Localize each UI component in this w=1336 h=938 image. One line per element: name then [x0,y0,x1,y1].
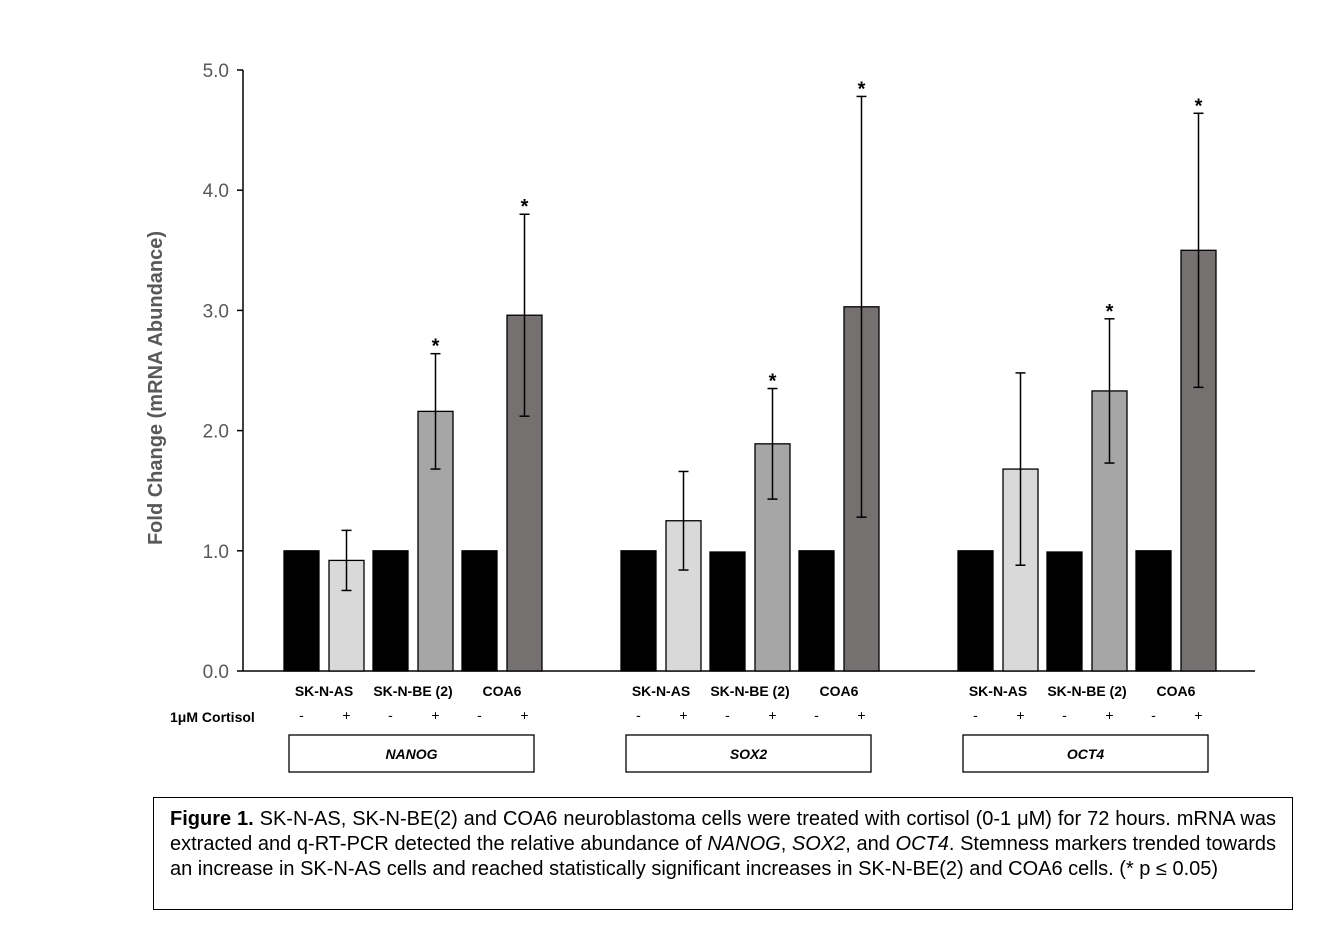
cortisol-sign-label: - [299,707,304,723]
significance-marker: * [858,78,866,100]
caption-gene-2: SOX2 [791,833,846,855]
treatment-label: 1μM Cortisol [170,709,255,725]
cortisol-sign-label: + [1105,707,1113,723]
cortisol-sign-label: + [1194,707,1202,723]
caption-gene-1: NANOG [707,833,781,855]
y-tick-label: 3.0 [203,301,229,322]
y-tick-label: 1.0 [203,542,229,563]
cortisol-sign-label: + [431,707,439,723]
y-tick-label: 5.0 [203,61,229,82]
cortisol-sign-label: + [768,707,776,723]
y-tick-label: 2.0 [203,422,229,443]
cortisol-sign-label: + [1016,707,1024,723]
caption-text-1: SK-N-AS, SK-N-BE(2) and COA6 neuroblasto… [170,808,1276,855]
caption-text-2: . Stemness markers trended towards an in… [170,833,1277,880]
gene-box-oct4 [962,734,1209,773]
significance-marker: * [432,336,440,358]
y-axis-label: Fold Change (mRNA Abundance) [145,231,167,545]
caption-sep-2: , and [845,833,896,855]
cortisol-sign-label: + [857,707,865,723]
bar-oct4-sk-n-as-control [957,550,994,672]
cell-line-label: SK-N-BE (2) [710,683,789,699]
bar-sox2-sk-n-be-2--control [709,551,746,672]
gene-box-sox2 [625,734,872,773]
gene-box-nanog [288,734,535,773]
significance-marker: * [1195,95,1203,117]
cortisol-sign-label: + [679,707,687,723]
bar-sox2-coa6-control [798,550,835,672]
cell-line-label: SK-N-AS [295,683,353,699]
bars [283,249,1217,672]
gene-label-oct4: OCT4 [1067,746,1105,762]
cortisol-sign-label: - [973,707,978,723]
figure-caption: Figure 1. SK-N-AS, SK-N-BE(2) and COA6 n… [153,797,1293,910]
bar-nanog-sk-n-be-2--control [372,550,409,672]
cell-line-label: COA6 [1157,683,1196,699]
cell-line-label: COA6 [820,683,859,699]
cortisol-sign-label: - [388,707,393,723]
y-tick-label: 0.0 [203,662,229,683]
cortisol-sign-label: - [636,707,641,723]
y-tick-label: 4.0 [203,181,229,202]
cortisol-sign-label: - [814,707,819,723]
axes: 0.0 1.0 2.0 3.0 4.0 5.0 Fold Change (mRNA Abun… [145,61,1255,683]
cortisol-sign-label: - [1151,707,1156,723]
gene-label-sox2: SOX2 [730,746,768,762]
gene-label-nanog: NANOG [385,746,437,762]
caption-sep-1: , [780,833,792,855]
cortisol-sign-label: - [1062,707,1067,723]
cortisol-sign-label: + [520,707,528,723]
caption-figure-label: Figure 1. [170,808,254,830]
cell-line-label: COA6 [483,683,522,699]
significance-marker: * [521,196,529,218]
caption-gene-3: OCT4 [895,833,949,855]
cortisol-sign-label: + [342,707,350,723]
bar-oct4-coa6-control [1135,550,1172,672]
bar-nanog-coa6-control [461,550,498,672]
bar-oct4-sk-n-be-2--control [1046,551,1083,672]
cell-line-label: SK-N-AS [969,683,1027,699]
significance-marker: * [1106,301,1114,323]
bar-chart: 0.0 1.0 2.0 3.0 4.0 5.0 Fold Change (mRNA Abun… [145,61,1255,773]
cell-line-label: SK-N-BE (2) [373,683,452,699]
bar-sox2-sk-n-as-control [620,550,657,672]
labels: 1μM Cortisol - + - + * - + * SK-N-AS SK-N-BE (2) CO… [170,78,1209,773]
error-bars [341,95,1204,592]
bar-nanog-sk-n-as-control [283,550,320,672]
cortisol-sign-label: - [477,707,482,723]
cell-line-label: SK-N-AS [632,683,690,699]
cell-line-label: SK-N-BE (2) [1047,683,1126,699]
significance-marker: * [769,371,777,393]
cortisol-sign-label: - [725,707,730,723]
